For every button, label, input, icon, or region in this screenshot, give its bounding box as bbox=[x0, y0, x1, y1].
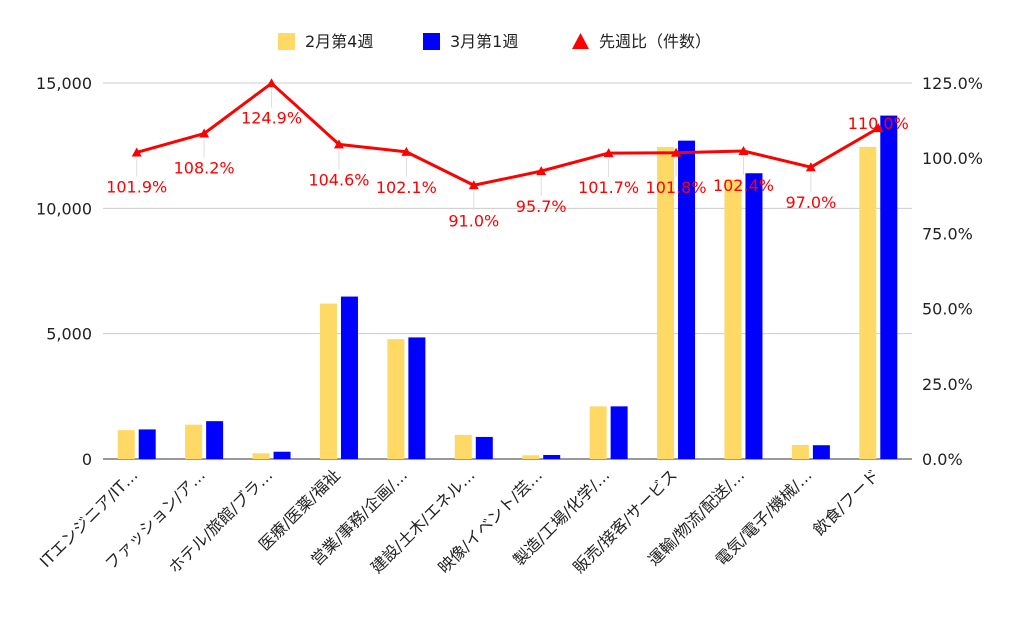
legend-item: 2月第4週 bbox=[278, 32, 373, 51]
ratio-data-label: 97.0% bbox=[785, 193, 836, 212]
bar-2月第4週 bbox=[657, 146, 675, 460]
y-tick-label: 0 bbox=[82, 450, 92, 469]
legend-swatch bbox=[423, 33, 440, 50]
ratio-point-triangle-icon bbox=[873, 123, 884, 133]
bar-2月第4週 bbox=[319, 303, 337, 459]
gridlines bbox=[103, 82, 912, 460]
bar-2月第4週 bbox=[522, 455, 540, 459]
ratio-data-label: 124.9% bbox=[241, 108, 302, 127]
legend-triangle-icon bbox=[572, 33, 589, 49]
ratio-point-triangle-icon bbox=[671, 147, 682, 157]
ratio-line-series bbox=[131, 78, 884, 190]
legend-label: 2月第4週 bbox=[305, 32, 373, 51]
ratio-data-label: 108.2% bbox=[174, 159, 235, 178]
y2-tick-label: 75.0% bbox=[922, 224, 973, 243]
ratio-point-triangle-icon bbox=[199, 128, 210, 138]
ratio-point-triangle-icon bbox=[805, 162, 816, 172]
bar-3月第1週 bbox=[138, 429, 156, 459]
bar-2月第4週 bbox=[724, 179, 742, 460]
legend-swatch bbox=[278, 33, 295, 50]
bar-3月第1週 bbox=[543, 454, 561, 459]
bar-3月第1週 bbox=[745, 173, 763, 460]
bar-2月第4週 bbox=[117, 430, 135, 459]
data-labels: 101.9% 108.2% 124.9% 104.6% 102.1% 91.0% 95.7%… bbox=[106, 89, 909, 230]
bar-3月第1週 bbox=[273, 451, 291, 459]
ratio-data-label: 101.9% bbox=[106, 177, 167, 196]
ratio-point-triangle-icon bbox=[333, 139, 344, 149]
bar-2月第4週 bbox=[252, 453, 270, 459]
bar-3月第1週 bbox=[340, 296, 358, 459]
ratio-point-triangle-icon bbox=[468, 180, 479, 190]
ratio-data-label: 102.4% bbox=[713, 176, 774, 195]
ratio-data-label: 110.0% bbox=[848, 114, 909, 133]
ratio-point-triangle-icon bbox=[131, 147, 142, 157]
x-tick-label: 飲食/フード bbox=[809, 465, 883, 539]
legend-item: 先週比（件数） bbox=[572, 32, 711, 51]
ratio-point-triangle-icon bbox=[603, 148, 614, 158]
ratio-data-label: 101.7% bbox=[578, 178, 639, 197]
bar-2月第4週 bbox=[791, 444, 809, 459]
ratio-data-label: 104.6% bbox=[308, 170, 369, 189]
x-axis: ITエンジニア/IT…ファッション/ア…ホテル/旅館/ブラ…医療/医薬/福祉営業… bbox=[36, 465, 883, 577]
y2-tick-label: 100.0% bbox=[922, 149, 983, 168]
bar-3月第1週 bbox=[475, 436, 493, 459]
bar-3月第1週 bbox=[812, 445, 830, 459]
y2-tick-label: 0.0% bbox=[922, 450, 963, 469]
y2-tick-label: 125.0% bbox=[922, 74, 983, 93]
bar-series bbox=[117, 115, 898, 460]
ratio-point-triangle-icon bbox=[536, 166, 547, 176]
y2-tick-label: 25.0% bbox=[922, 375, 973, 394]
y-axis-left: 0 5,000 10,000 15,000 bbox=[36, 74, 92, 469]
ratio-point-triangle-icon bbox=[266, 78, 277, 88]
bar-2月第4週 bbox=[454, 434, 472, 459]
legend-label: 先週比（件数） bbox=[599, 32, 711, 51]
bar-3月第1週 bbox=[678, 140, 696, 460]
legend-label: 3月第1週 bbox=[450, 32, 518, 51]
bar-3月第1週 bbox=[880, 115, 898, 459]
legend-item: 3月第1週 bbox=[423, 32, 518, 51]
ratio-data-label: 95.7% bbox=[516, 197, 567, 216]
y-tick-label: 10,000 bbox=[36, 199, 92, 218]
ratio-point-triangle-icon bbox=[738, 145, 749, 155]
bar-2月第4週 bbox=[185, 424, 203, 459]
ratio-data-label: 91.0% bbox=[448, 211, 499, 230]
y-tick-label: 5,000 bbox=[46, 325, 92, 344]
bar-3月第1週 bbox=[408, 337, 426, 459]
ratio-line bbox=[136, 81, 880, 187]
bar-2月第4週 bbox=[387, 339, 405, 459]
bar-2月第4週 bbox=[859, 146, 877, 460]
y2-tick-label: 50.0% bbox=[922, 300, 973, 319]
ratio-data-label: 101.8% bbox=[646, 178, 707, 197]
legend: 2月第4週 3月第1週 先週比（件数） bbox=[278, 32, 711, 51]
y-tick-label: 15,000 bbox=[36, 74, 92, 93]
ratio-point-triangle-icon bbox=[401, 146, 412, 156]
y-axis-right: 0.0% 25.0% 50.0% 75.0% 100.0% 125.0% bbox=[922, 74, 983, 469]
bar-2月第4週 bbox=[589, 406, 607, 459]
bar-3月第1週 bbox=[610, 406, 628, 459]
bar-3月第1週 bbox=[206, 421, 224, 459]
ratio-data-label: 102.1% bbox=[376, 178, 437, 197]
